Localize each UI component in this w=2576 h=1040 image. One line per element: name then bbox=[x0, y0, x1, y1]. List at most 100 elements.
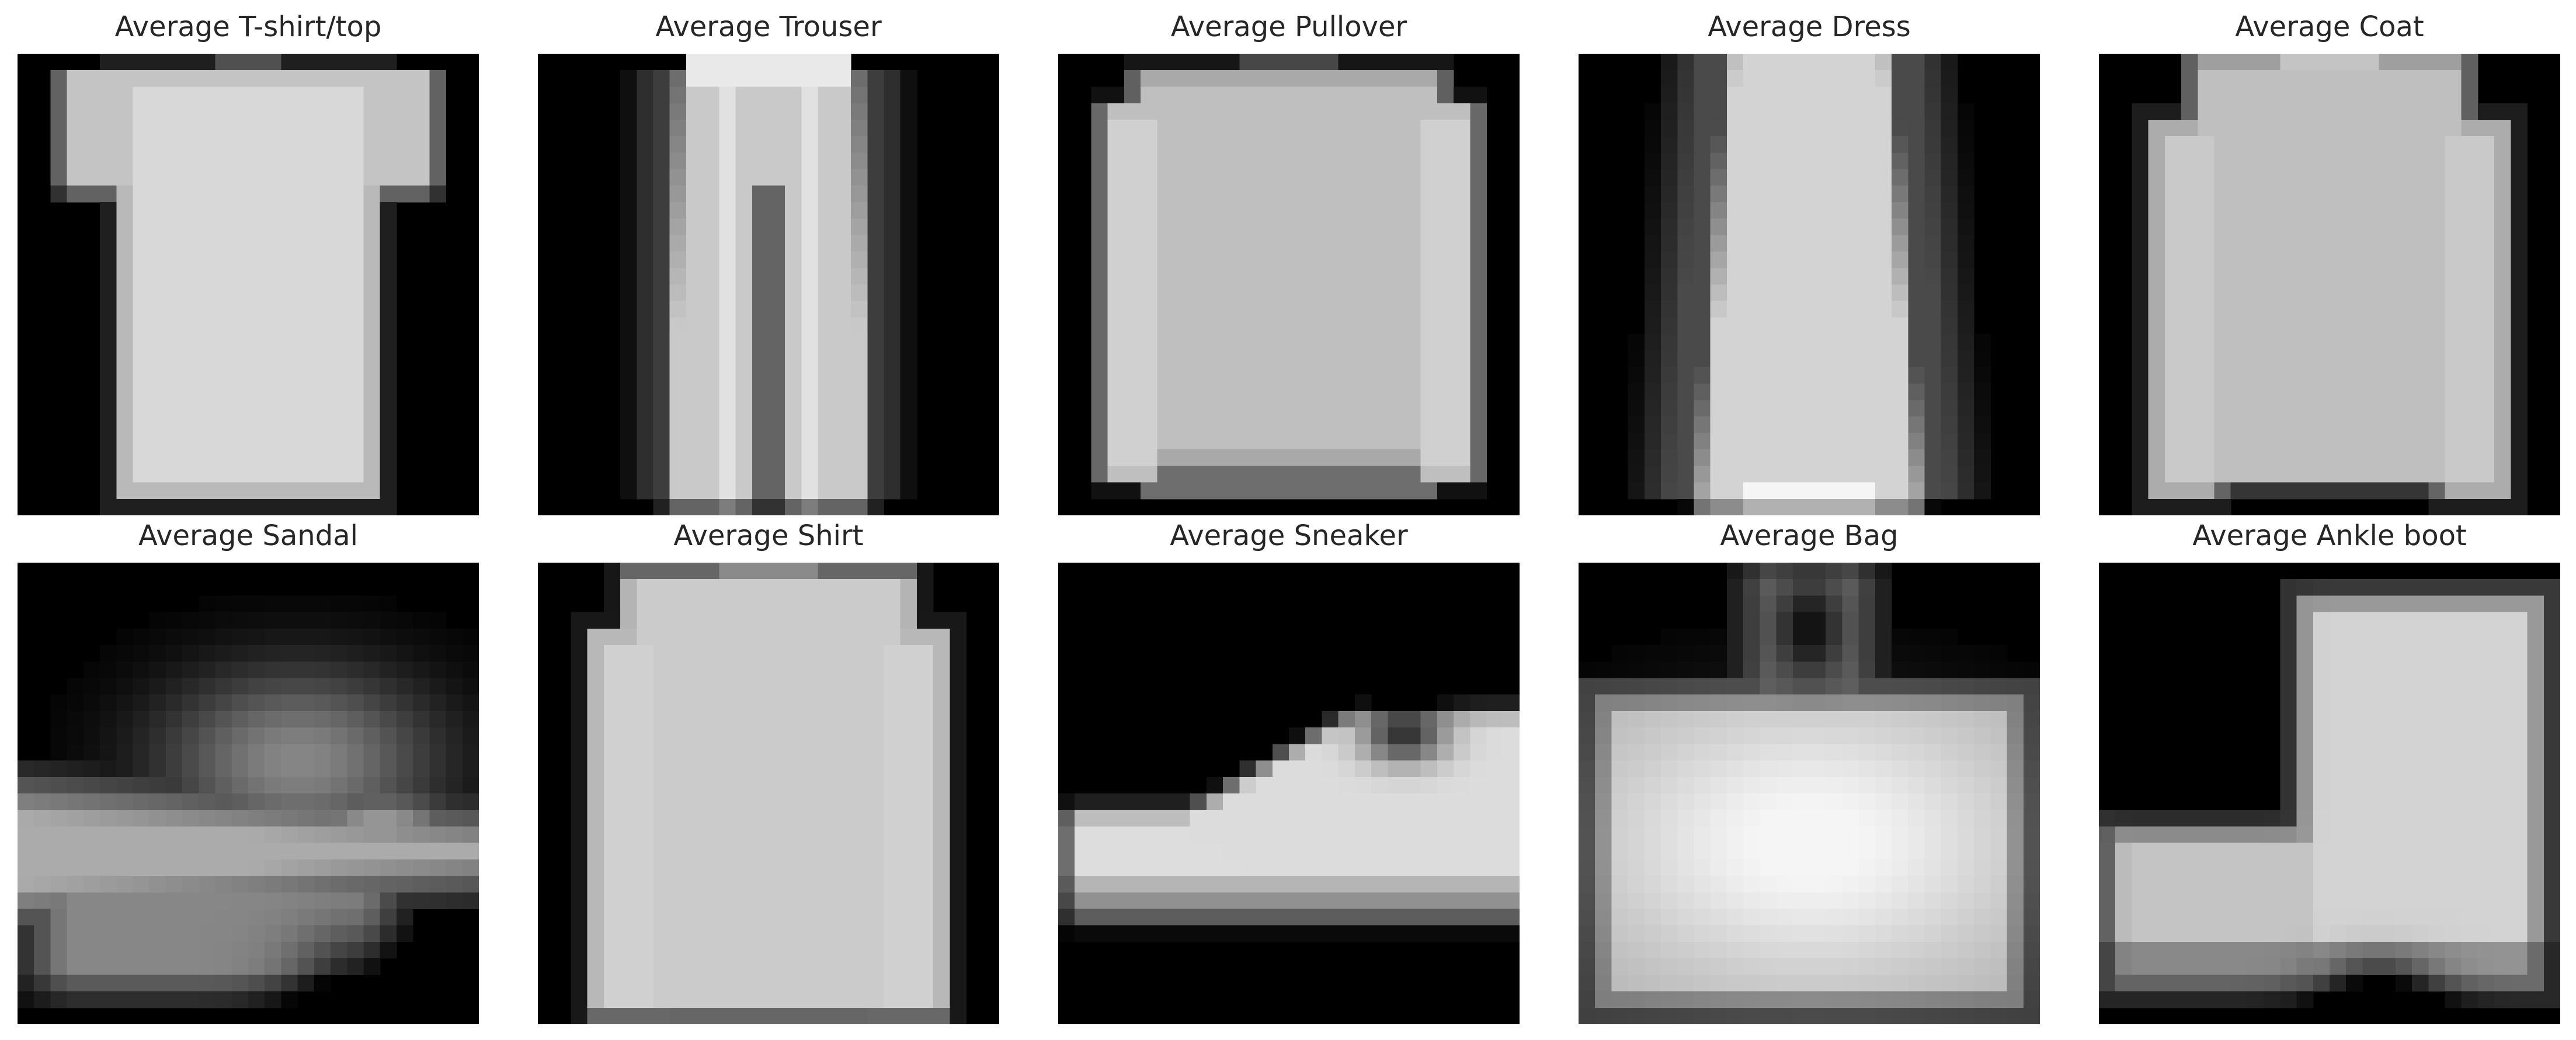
pixel-cell bbox=[2494, 350, 2511, 368]
pixel-cell bbox=[1322, 826, 1339, 844]
pixel-cell bbox=[1454, 843, 1470, 860]
pixel-cell bbox=[446, 744, 463, 761]
pixel-cell bbox=[182, 645, 199, 662]
pixel-cell bbox=[1272, 219, 1289, 235]
pixel-cell bbox=[1644, 482, 1661, 500]
pixel-cell bbox=[1661, 744, 1678, 761]
pixel-cell bbox=[1957, 185, 1974, 203]
pixel-cell bbox=[1760, 760, 1777, 778]
pixel-cell bbox=[785, 925, 802, 942]
pixel-cell bbox=[735, 694, 753, 712]
pixel-cell bbox=[1338, 400, 1355, 417]
pixel-cell bbox=[884, 710, 901, 728]
pixel-cell bbox=[1743, 301, 1760, 318]
pixel-cell bbox=[1470, 251, 1487, 269]
pixel-cell bbox=[1305, 235, 1322, 252]
pixel-cell bbox=[1743, 86, 1760, 104]
pixel-cell bbox=[2264, 136, 2280, 153]
pixel-cell bbox=[834, 810, 851, 827]
pixel-cell bbox=[1173, 482, 1191, 500]
pixel-cell bbox=[1141, 892, 1157, 910]
pixel-cell bbox=[1486, 710, 1504, 728]
pixel-cell bbox=[297, 119, 315, 137]
pixel-cell bbox=[653, 334, 670, 351]
pixel-cell bbox=[199, 482, 216, 500]
pixel-cell bbox=[297, 612, 315, 629]
pixel-cell bbox=[933, 958, 950, 975]
pixel-cell bbox=[851, 251, 868, 269]
pixel-cell bbox=[785, 317, 802, 335]
pixel-cell bbox=[182, 350, 199, 368]
pixel-cell bbox=[2362, 268, 2380, 285]
pixel-cell bbox=[818, 202, 835, 219]
pixel-cell bbox=[1694, 810, 1711, 827]
pixel-cell bbox=[1957, 202, 1974, 219]
pixel-cell bbox=[133, 843, 150, 860]
pixel-cell bbox=[297, 958, 315, 975]
pixel-cell bbox=[703, 400, 719, 417]
pixel-cell bbox=[1107, 119, 1125, 137]
pixel-cell bbox=[620, 317, 637, 335]
pixel-cell bbox=[1760, 810, 1777, 827]
pixel-cell bbox=[1694, 202, 1711, 219]
pixel-cell bbox=[851, 744, 868, 761]
pixel-cell bbox=[165, 612, 183, 629]
pixel-cell bbox=[2181, 400, 2198, 417]
pixel-cell bbox=[818, 449, 835, 466]
pixel-cell bbox=[83, 760, 100, 778]
pixel-cell bbox=[1710, 466, 1727, 483]
pixel-cell bbox=[1677, 169, 1695, 186]
pixel-cell bbox=[2511, 152, 2528, 170]
pixel-cell bbox=[2511, 219, 2528, 235]
pixel-cell bbox=[1826, 268, 1843, 285]
pixel-cell bbox=[2230, 219, 2248, 235]
pixel-cell bbox=[2395, 285, 2412, 301]
pixel-cell bbox=[1371, 86, 1388, 104]
pixel-cell bbox=[1908, 136, 1925, 153]
pixel-cell bbox=[429, 694, 447, 712]
pixel-cell bbox=[571, 645, 588, 662]
pixel-cell bbox=[1957, 219, 1974, 235]
pixel-cell bbox=[834, 185, 851, 203]
pixel-cell bbox=[1470, 202, 1487, 219]
pixel-cell bbox=[1404, 876, 1421, 893]
pixel-cell bbox=[1694, 843, 1711, 860]
pixel-cell bbox=[2148, 350, 2165, 368]
pixel-cell bbox=[1388, 119, 1405, 137]
pixel-cell bbox=[769, 810, 785, 827]
pixel-cell bbox=[1206, 169, 1223, 186]
pixel-cell bbox=[462, 859, 479, 876]
pixel-cell bbox=[446, 727, 463, 744]
pixel-cell bbox=[1710, 843, 1727, 860]
pixel-cell bbox=[620, 103, 637, 120]
pixel-cell bbox=[297, 169, 315, 186]
pixel-cell bbox=[1272, 169, 1289, 186]
pixel-cell bbox=[281, 449, 298, 466]
pixel-cell bbox=[165, 383, 183, 401]
pixel-cell bbox=[265, 843, 281, 860]
pixel-cell bbox=[686, 628, 703, 646]
pixel-cell bbox=[1792, 202, 1810, 219]
pixel-cell bbox=[2494, 317, 2511, 335]
pixel-cell bbox=[1470, 169, 1487, 186]
pixel-cell bbox=[1776, 776, 1793, 794]
pixel-cell bbox=[834, 661, 851, 679]
pixel-cell bbox=[1809, 301, 1826, 318]
pixel-cell bbox=[1239, 400, 1257, 417]
pixel-cell bbox=[331, 744, 347, 761]
pixel-cell bbox=[1107, 449, 1125, 466]
pixel-cell bbox=[149, 678, 166, 695]
pixel-cell bbox=[818, 169, 835, 186]
pixel-cell bbox=[916, 612, 934, 629]
pixel-cell bbox=[1173, 235, 1191, 252]
pixel-cell bbox=[867, 760, 885, 778]
pixel-cell bbox=[1974, 400, 1991, 417]
pixel-cell bbox=[1974, 383, 1991, 401]
pixel-cell bbox=[1173, 152, 1191, 170]
pixel-cell bbox=[686, 595, 703, 613]
pixel-cell bbox=[669, 909, 687, 926]
pixel-cell bbox=[1892, 843, 1908, 860]
pixel-cell bbox=[916, 579, 934, 596]
pixel-cell bbox=[215, 432, 232, 450]
pixel-cell bbox=[1338, 317, 1355, 335]
